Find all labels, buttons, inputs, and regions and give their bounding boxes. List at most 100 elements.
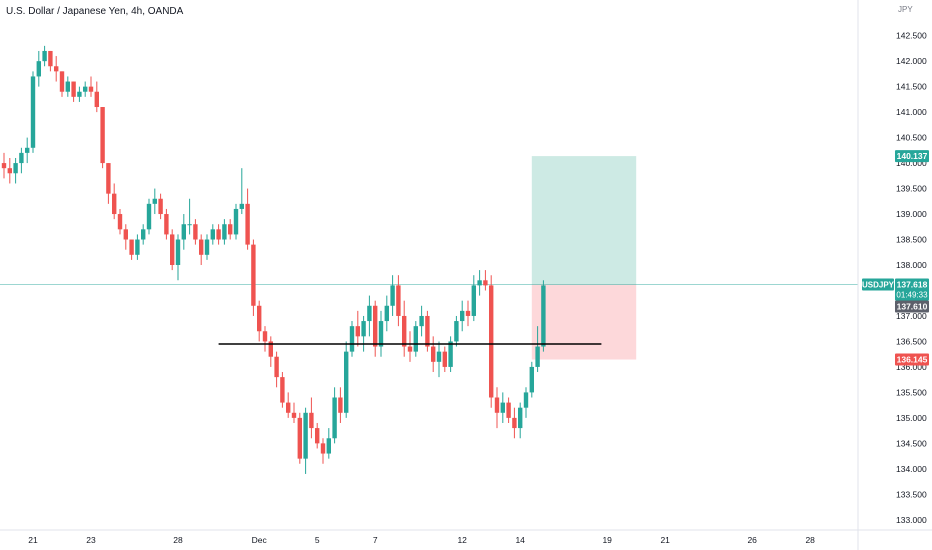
- candle-body: [436, 351, 442, 362]
- price-tick-label: 133.500: [896, 489, 927, 499]
- stop-price-label: 136.145: [897, 355, 928, 365]
- candle-body: [431, 346, 436, 362]
- price-tick-label: 141.000: [896, 107, 927, 117]
- candle-body: [94, 91, 99, 108]
- time-tick-label: 21: [28, 535, 38, 545]
- time-tick-label: 21: [660, 535, 670, 545]
- candle-body: [59, 71, 65, 92]
- price-tick-label: 140.500: [896, 133, 927, 143]
- candle-body: [268, 341, 273, 357]
- candle-body: [13, 163, 18, 174]
- candle-body: [355, 326, 360, 337]
- candle-body: [454, 321, 459, 342]
- candle-body: [88, 86, 94, 92]
- candle-body: [286, 402, 291, 413]
- candle-body: [71, 81, 76, 97]
- candle-body: [164, 214, 169, 235]
- candle-body: [257, 305, 262, 332]
- time-axis: 21 23 28 Dec 5 7 12 14 19 21 26 28: [28, 535, 815, 545]
- candle-body: [523, 392, 529, 408]
- candle-body: [181, 224, 186, 240]
- price-tick-label: 142.000: [896, 56, 927, 66]
- candle-body: [199, 239, 204, 255]
- candle-body: [48, 50, 53, 67]
- price-tick-label: 135.000: [896, 413, 927, 423]
- profit-zone: [531, 156, 637, 285]
- candle-body: [129, 239, 134, 255]
- candle-body: [407, 346, 413, 352]
- candle-body: [541, 285, 546, 347]
- candle-body: [483, 280, 488, 286]
- candle-body: [100, 107, 105, 164]
- candle-body: [19, 152, 24, 164]
- price-tick-label: 139.500: [896, 184, 927, 194]
- time-tick-label: 12: [457, 535, 467, 545]
- candle-body: [500, 402, 505, 413]
- candle-body: [518, 407, 523, 429]
- time-tick-label: Dec: [252, 535, 268, 545]
- candle-body: [228, 224, 233, 235]
- candle-body: [216, 229, 221, 240]
- candle-body: [146, 203, 152, 230]
- candle-body: [425, 315, 430, 347]
- candle-body: [245, 203, 250, 245]
- candle-body: [210, 229, 215, 240]
- candle-body: [123, 229, 128, 240]
- time-tick-label: 26: [747, 535, 757, 545]
- price-tick-label: 139.000: [896, 209, 927, 219]
- candle-body: [419, 315, 424, 327]
- candle-body: [30, 76, 36, 148]
- time-tick-label: 28: [805, 535, 815, 545]
- candle-body: [338, 397, 343, 413]
- price-tick-label: 135.500: [896, 387, 927, 397]
- last-price-tag-bg: [895, 278, 929, 301]
- candle-body: [7, 168, 12, 174]
- price-tick-label: 142.500: [896, 31, 927, 41]
- candle-body: [494, 397, 500, 413]
- price-tick-label: 134.500: [896, 438, 927, 448]
- bid-tag-bg: [895, 300, 929, 313]
- time-tick-label: 14: [515, 535, 525, 545]
- candle-body: [106, 163, 111, 194]
- candle-body: [280, 377, 285, 403]
- candle-body: [175, 239, 181, 265]
- candle-body: [471, 285, 476, 316]
- candle-body: [291, 412, 297, 418]
- price-tick-label: 136.500: [896, 336, 927, 346]
- stop-price-label-bg: [895, 353, 929, 366]
- candle-body: [54, 66, 59, 72]
- candle-body: [117, 214, 123, 230]
- candle-body: [204, 239, 210, 255]
- time-tick-label: 19: [602, 535, 612, 545]
- candle-body: [506, 402, 511, 418]
- loss-zone: [531, 284, 637, 360]
- candle-body: [373, 305, 378, 347]
- time-tick-label: 7: [373, 535, 378, 545]
- candle-body: [309, 412, 314, 429]
- candle-body: [65, 81, 70, 92]
- candle-body: [315, 428, 320, 444]
- candle-body: [344, 351, 349, 413]
- target-price-label: 140.137: [897, 151, 928, 161]
- candle-body: [396, 285, 401, 316]
- candle-body: [297, 417, 302, 459]
- price-tick-label: 133.000: [896, 515, 927, 525]
- candle-body: [390, 285, 395, 306]
- bid-tag: 137.610: [897, 301, 928, 311]
- candle-body: [233, 208, 239, 235]
- chart-title: U.S. Dollar / Japanese Yen, 4h, OANDA: [6, 6, 184, 17]
- price-tick-label: 137.000: [896, 311, 927, 321]
- candle-body: [1, 163, 7, 169]
- candle-body: [42, 50, 47, 62]
- candle-body: [152, 198, 157, 204]
- price-tick-label: 138.500: [896, 235, 927, 245]
- plot-layer: [0, 45, 858, 474]
- price-tick-label: 138.000: [896, 260, 927, 270]
- candle-body: [262, 331, 268, 342]
- candle-body: [326, 438, 331, 454]
- last-price-tag: 137.618: [897, 279, 928, 289]
- candle-body: [320, 443, 326, 454]
- symbol-tag-bg: [862, 278, 894, 291]
